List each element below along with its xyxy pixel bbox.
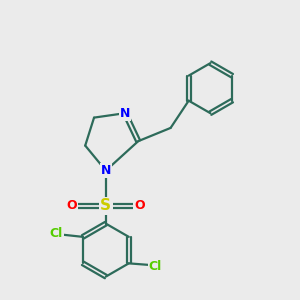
Text: O: O (67, 200, 77, 212)
Text: Cl: Cl (149, 260, 162, 273)
Text: S: S (100, 198, 111, 213)
Text: N: N (120, 107, 130, 120)
Text: Cl: Cl (50, 227, 63, 240)
Text: N: N (100, 164, 111, 177)
Text: O: O (134, 200, 145, 212)
